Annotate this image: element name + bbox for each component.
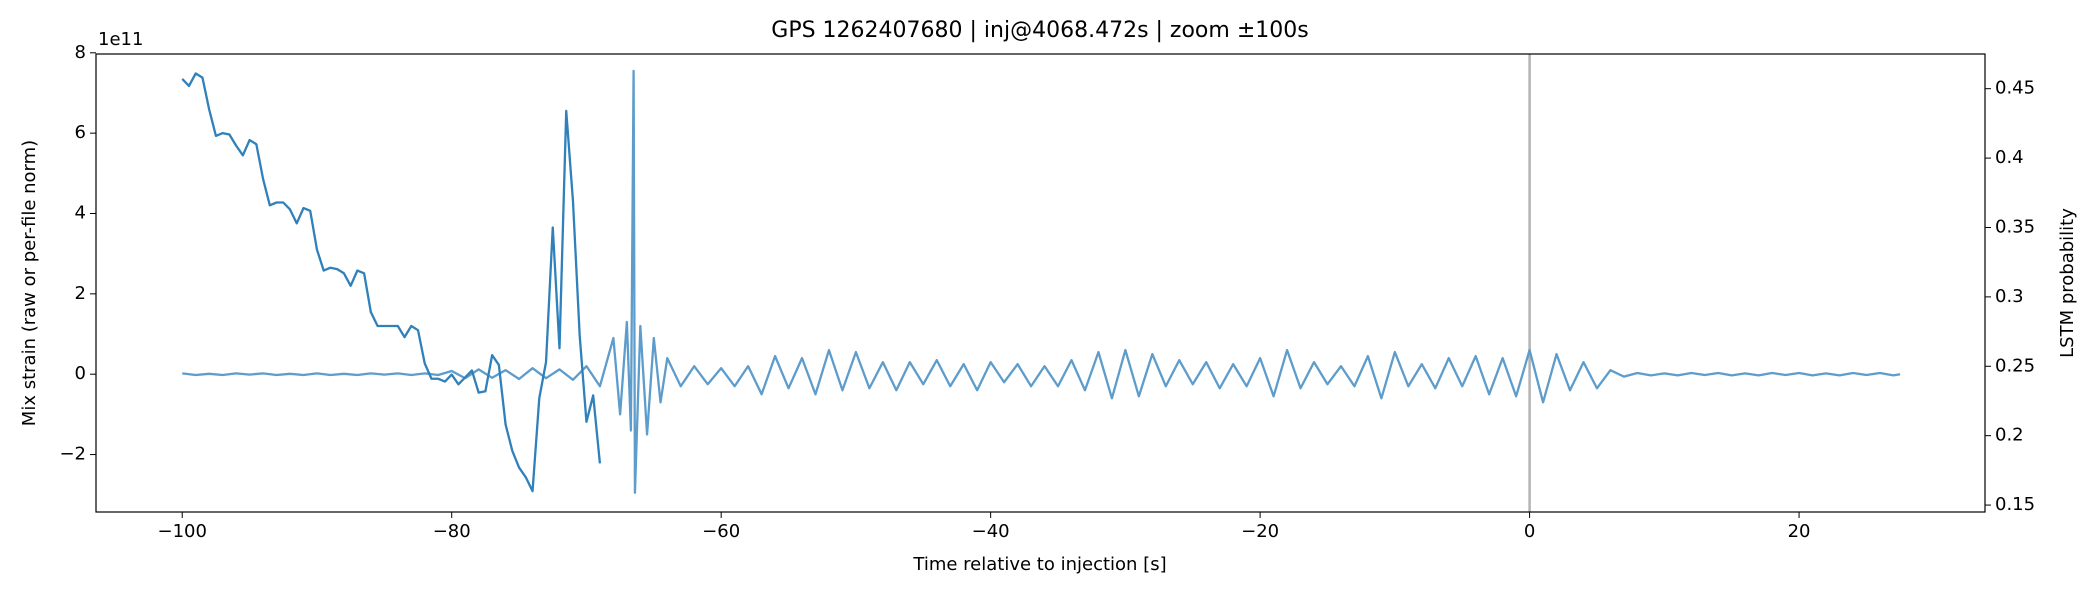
series-line <box>182 69 1901 494</box>
y-tick-label: 8 <box>75 42 86 63</box>
y-tick-label: 0 <box>75 363 86 384</box>
y-tick-label: 4 <box>75 202 86 223</box>
y2-tick-label: 0.45 <box>1995 78 2035 99</box>
y-tick-label: 2 <box>75 283 86 304</box>
x-tick-label: −100 <box>158 521 207 542</box>
y2-tick-label: 0.3 <box>1995 286 2024 307</box>
y-tick-label: 6 <box>75 122 86 143</box>
x-tick-label: −40 <box>972 521 1010 542</box>
y2-tick-label: 0.25 <box>1995 355 2035 376</box>
y2-axis-label: LSTM probability <box>2057 208 2078 358</box>
series-line <box>181 72 602 493</box>
x-tick-label: −80 <box>433 521 471 542</box>
y-tick-label: −2 <box>59 444 86 465</box>
y-offset-label: 1e11 <box>98 29 143 50</box>
x-tick-label: 0 <box>1524 521 1535 542</box>
y2-tick-label: 0.15 <box>1995 494 2035 515</box>
x-tick-label: −60 <box>702 521 740 542</box>
y2-tick-label: 0.4 <box>1995 147 2024 168</box>
x-axis-label: Time relative to injection [s] <box>912 554 1166 575</box>
y-axis-label: Mix strain (raw or per-file norm) <box>19 140 40 426</box>
plot-frame <box>95 53 1986 513</box>
chart-title: GPS 1262407680 | inj@4068.472s | zoom ±1… <box>771 18 1308 43</box>
y2-tick-label: 0.2 <box>1995 425 2024 446</box>
x-tick-label: 20 <box>1788 521 1811 542</box>
y2-tick-label: 0.35 <box>1995 216 2035 237</box>
x-tick-label: −20 <box>1241 521 1279 542</box>
